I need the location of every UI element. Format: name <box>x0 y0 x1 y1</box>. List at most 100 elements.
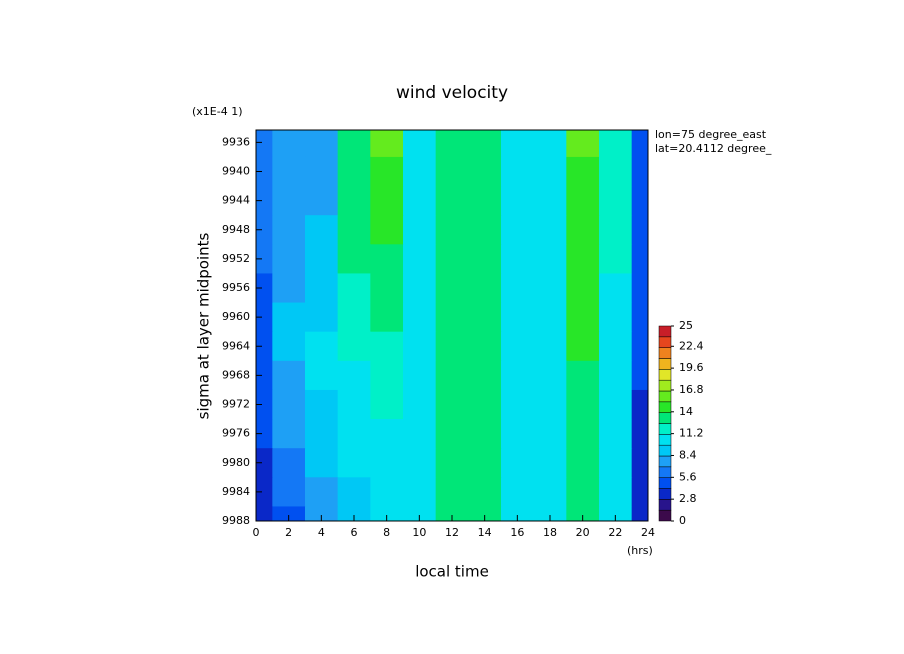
contour-cell <box>403 448 437 478</box>
colorbar-tick-label: 5.6 <box>679 470 697 483</box>
contour-cell <box>566 419 600 449</box>
x-tick-label: 18 <box>543 526 557 539</box>
contour-cell <box>631 360 649 391</box>
contour-cell <box>256 448 273 478</box>
contour-cell <box>272 389 306 420</box>
contour-cell <box>435 186 469 216</box>
contour-cell <box>337 302 371 333</box>
contour-cell <box>403 360 437 391</box>
colorbar-swatch <box>658 358 672 370</box>
colorbar-swatch <box>658 325 672 338</box>
contour-cell <box>305 506 339 522</box>
contour-cell <box>468 302 502 333</box>
contour-cell <box>599 331 633 362</box>
contour-cell <box>533 477 567 507</box>
contour-cell <box>501 448 535 478</box>
colorbar-tick-label: 22.4 <box>679 339 704 352</box>
contour-cell <box>501 302 535 333</box>
contour-cell <box>631 331 649 362</box>
contour-cell <box>256 506 273 522</box>
contour-cell <box>533 419 567 449</box>
contour-cell <box>599 130 633 158</box>
colorbar-swatch <box>658 499 672 511</box>
contour-cell <box>256 360 273 391</box>
contour-cell <box>501 506 535 522</box>
y-tick-label: 9980 <box>222 456 250 469</box>
colorbar-swatch <box>658 369 672 381</box>
x-tick-label: 20 <box>576 526 590 539</box>
contour-cell <box>337 130 371 158</box>
contour-cell <box>256 302 273 333</box>
contour-cell <box>468 389 502 420</box>
contour-cell <box>566 389 600 420</box>
contour-cell <box>435 506 469 522</box>
contour-cell <box>599 389 633 420</box>
contour-cell <box>337 244 371 274</box>
colorbar-tick-label: 11.2 <box>679 427 704 440</box>
colorbar-tick-label: 16.8 <box>679 383 704 396</box>
colorbar-swatch <box>658 509 672 522</box>
colorbar-swatch <box>658 466 672 478</box>
colorbar-tick-label: 2.8 <box>679 492 697 505</box>
contour-cell <box>533 273 567 304</box>
contour-cell <box>533 244 567 274</box>
chart-title: wind velocity <box>396 83 508 103</box>
y-tick-label: 9948 <box>222 223 250 236</box>
contour-cell <box>272 448 306 478</box>
contour-cell <box>435 215 469 245</box>
contour-cell <box>370 506 404 522</box>
contour-cell <box>403 273 437 304</box>
contour-cell <box>256 273 273 304</box>
contour-cell <box>631 156 649 187</box>
contour-cell <box>468 448 502 478</box>
x-tick-label: 14 <box>478 526 492 539</box>
contour-cell <box>435 389 469 420</box>
x-tick-label: 16 <box>510 526 524 539</box>
contour-cell <box>305 156 339 187</box>
scale-note: (x1E-4 1) <box>192 105 243 118</box>
x-tick-label: 4 <box>318 526 325 539</box>
contour-cell <box>256 156 273 187</box>
contour-cell <box>305 448 339 478</box>
contour-cell <box>631 477 649 507</box>
y-axis-label: sigma at layer midpoints <box>195 232 213 419</box>
colorbar-tick-label: 19.6 <box>679 361 704 374</box>
contour-cell <box>631 302 649 333</box>
contour-cell <box>337 156 371 187</box>
contour-cell <box>533 302 567 333</box>
contour-cell <box>566 273 600 304</box>
contour-cell <box>468 156 502 187</box>
contour-cell <box>370 186 404 216</box>
contour-cell <box>631 448 649 478</box>
contour-cell <box>599 419 633 449</box>
contour-cell <box>272 215 306 245</box>
contour-cell <box>468 186 502 216</box>
colorbar-swatch <box>658 336 672 348</box>
contour-cell <box>435 360 469 391</box>
contour-cell <box>435 130 469 158</box>
contour-cell <box>566 506 600 522</box>
contour-cell <box>370 477 404 507</box>
annotation: lon=75 degree_east <box>655 128 767 141</box>
contour-cell <box>599 302 633 333</box>
contour-cell <box>403 302 437 333</box>
contour-cell <box>337 215 371 245</box>
contour-cell <box>403 419 437 449</box>
contour-cell <box>631 186 649 216</box>
contour-cell <box>631 215 649 245</box>
contour-cell <box>566 244 600 274</box>
y-tick-label: 9944 <box>222 194 250 207</box>
contour-cell <box>403 130 437 158</box>
contour-cell <box>272 186 306 216</box>
contour-cell <box>256 215 273 245</box>
contour-cell <box>501 389 535 420</box>
contour-cell <box>370 419 404 449</box>
contour-cell <box>468 506 502 522</box>
contour-cell <box>305 302 339 333</box>
contour-cell <box>370 448 404 478</box>
contour-cell <box>272 273 306 304</box>
contour-cell <box>533 506 567 522</box>
colorbar-tick-label: 8.4 <box>679 448 697 461</box>
contour-cell <box>501 419 535 449</box>
contour-cell <box>468 215 502 245</box>
